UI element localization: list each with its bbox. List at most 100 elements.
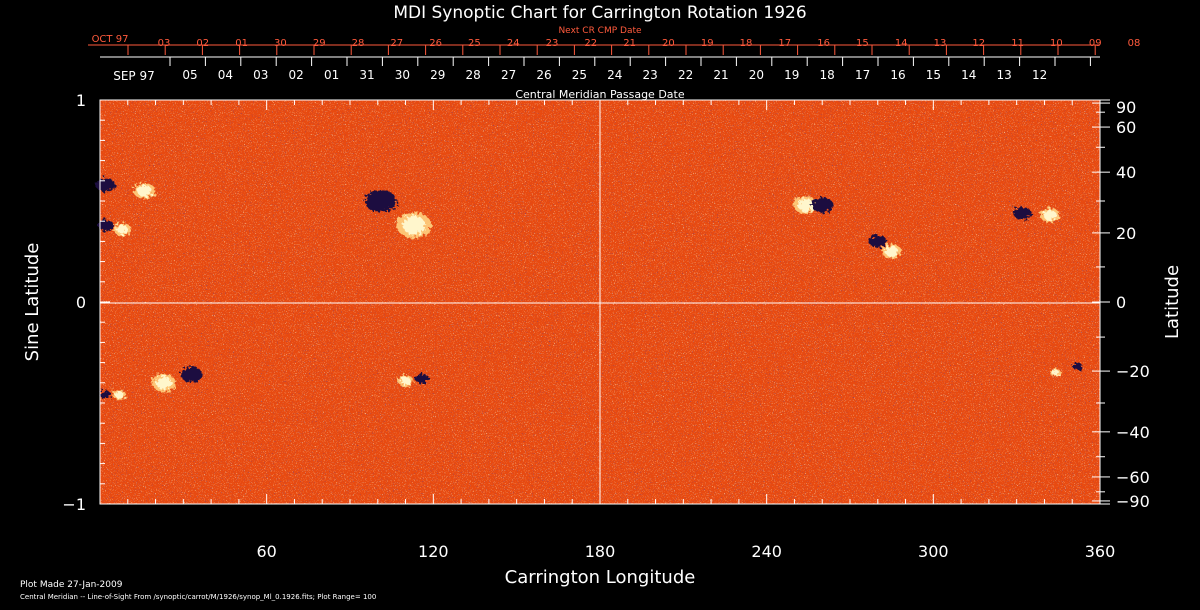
cmp-axis-day: 17 (855, 68, 870, 82)
top-axis-day: 21 (623, 38, 636, 49)
lat-tick-label: 0 (1116, 293, 1126, 312)
top-axis-day: 30 (274, 38, 287, 49)
cmp-axis-day: 20 (749, 68, 764, 82)
cmp-axis-day: 25 (572, 68, 587, 82)
y-axis: 1 0 −1 (62, 91, 110, 514)
active-regions (95, 177, 1083, 400)
cmp-axis-day: 05 (182, 68, 197, 82)
active-region (868, 235, 902, 259)
cmp-axis-day: 28 (466, 68, 481, 82)
lat-tick-label: −60 (1116, 468, 1150, 487)
chart-title: MDI Synoptic Chart for Carrington Rotati… (393, 3, 806, 23)
top-axis-day: 19 (701, 38, 714, 49)
top-axis-day: 02 (196, 38, 209, 49)
top-axis-day: 13 (934, 38, 947, 49)
top-axis-day: 28 (352, 38, 365, 49)
y-tick-label: 0 (76, 293, 86, 312)
plot-made-note: Plot Made 27-Jan-2009 (20, 580, 123, 590)
x-tick-label: 300 (918, 542, 949, 561)
top-axis-day: 08 (1128, 38, 1141, 49)
cmp-date-axis: SEP 97 Central Meridian Passage Date 05 0… (100, 56, 1100, 101)
lat-tick-label: 60 (1116, 118, 1136, 137)
top-axis-day: 22 (584, 38, 597, 49)
cmp-axis-day: 16 (890, 68, 905, 82)
active-region-positive (115, 391, 124, 399)
y-tick-label: 1 (76, 91, 86, 110)
y-axis-label: Sine Latitude (22, 243, 43, 362)
y-tick-label: −1 (62, 495, 86, 514)
top-axis-day: 26 (429, 38, 442, 49)
active-region-negative (97, 219, 114, 231)
next-cr-cmp-date-axis: Next CR CMP Date OCT 97 03 02 01 30 29 28 27 26… (88, 26, 1140, 55)
active-region-negative (811, 197, 834, 213)
top-axis-day: 23 (546, 38, 559, 49)
lat-tick-label: 90 (1116, 98, 1136, 117)
active-region-positive (1052, 369, 1060, 376)
active-region-positive (1043, 209, 1057, 221)
top-axis-day: 15 (856, 38, 869, 49)
lat-tick-label: −40 (1116, 423, 1150, 442)
cmp-axis-day: 19 (784, 68, 799, 82)
active-region-positive (116, 224, 128, 235)
cmp-axis-day: 14 (961, 68, 976, 82)
active-region (151, 367, 203, 392)
cmp-axis-day: 18 (820, 68, 835, 82)
x-tick-label: 240 (751, 542, 782, 561)
lat-tick-label: −20 (1116, 362, 1150, 381)
active-region (97, 219, 132, 236)
active-region (95, 177, 156, 199)
active-region-negative (415, 373, 430, 384)
source-note: Central Meridian -- Line-of-Sight From /… (20, 593, 377, 601)
top-axis-day: 25 (468, 38, 481, 49)
lat-tick-label: 20 (1116, 224, 1136, 243)
active-region (1050, 363, 1083, 377)
active-region-positive (156, 376, 172, 390)
top-axis-day: 16 (817, 38, 830, 49)
active-region (364, 189, 432, 239)
cmp-date-axis-title: Central Meridian Passage Date (515, 88, 684, 101)
x-axis: 60 120 180 240 300 360 (99, 100, 1115, 561)
cmp-axis-day: 29 (430, 68, 445, 82)
cmp-axis-day: 13 (997, 68, 1012, 82)
active-region-negative (99, 390, 112, 400)
x-axis-label: Carrington Longitude (505, 567, 696, 588)
next-cr-cmp-date-axis-title: Next CR CMP Date (558, 26, 642, 36)
top-axis-day: 17 (778, 38, 791, 49)
cmp-axis-day: 15 (926, 68, 941, 82)
x-tick-label: 180 (585, 542, 616, 561)
active-region-positive (400, 376, 411, 385)
plot-area (95, 99, 1101, 505)
top-axis-day: 20 (662, 38, 675, 49)
active-region (397, 373, 430, 387)
active-region-negative (95, 177, 116, 192)
cmp-axis-day: 31 (359, 68, 374, 82)
active-region-positive (885, 246, 898, 257)
cmp-axis-day: 26 (536, 68, 551, 82)
active-region-positive (797, 198, 814, 212)
active-region (793, 196, 834, 214)
top-axis-day: 10 (1050, 38, 1063, 49)
top-axis-day: 03 (158, 38, 171, 49)
cmp-axis-day: 22 (678, 68, 693, 82)
top-axis-day: 18 (740, 38, 753, 49)
latitude-axis-label: Latitude (1162, 265, 1183, 339)
x-tick-label: 60 (256, 542, 276, 561)
active-region-negative (1013, 206, 1032, 220)
active-region-negative (1072, 363, 1083, 371)
cmp-axis-day: 21 (713, 68, 728, 82)
cmp-axis-day: 27 (501, 68, 516, 82)
lat-tick-label: −90 (1116, 492, 1150, 511)
active-region (1013, 206, 1060, 223)
top-axis-day: 11 (1011, 38, 1024, 49)
active-region-positive (137, 184, 152, 197)
cmp-axis-day: 24 (607, 68, 622, 82)
cmp-axis-day: 12 (1032, 68, 1047, 82)
x-tick-label: 120 (418, 542, 449, 561)
cmp-axis-day: 02 (289, 68, 304, 82)
top-axis-day: 27 (390, 38, 403, 49)
active-region-negative (868, 235, 887, 248)
top-axis-day: 12 (972, 38, 985, 49)
top-axis-day: 24 (507, 38, 520, 49)
